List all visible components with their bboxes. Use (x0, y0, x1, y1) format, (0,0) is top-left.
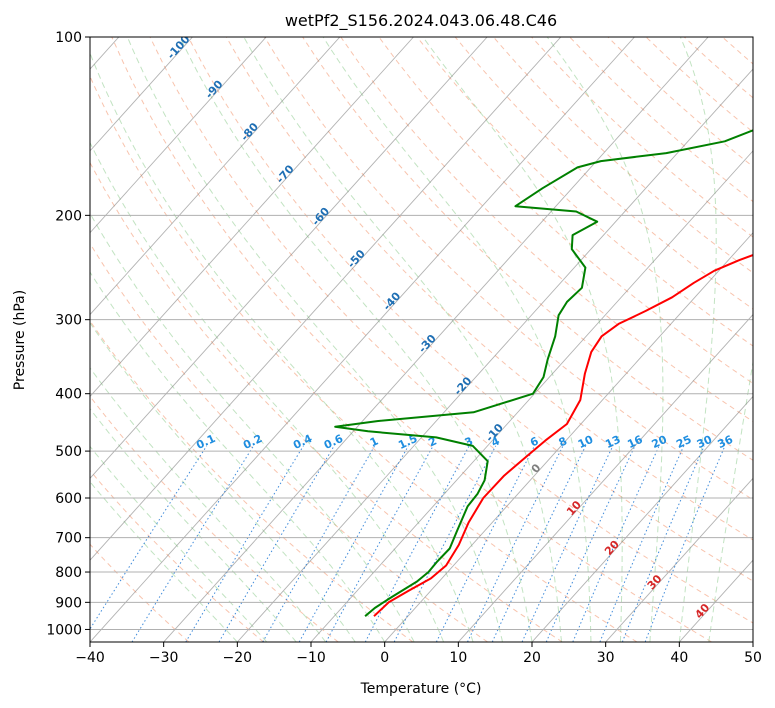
dry-adiabat (90, 161, 563, 642)
x-tick-label: 30 (597, 650, 615, 666)
y-tick-label: 100 (55, 30, 82, 46)
isotherm-line (90, 37, 562, 561)
y-tick-label: 200 (55, 208, 82, 224)
moist-adiabat (678, 37, 717, 642)
mixing-ratio-line (218, 445, 335, 642)
isotherm-line (605, 477, 753, 642)
isotherm-line (310, 150, 753, 642)
mixing-ratio-label: 25 (674, 433, 693, 451)
isotherm-line (90, 37, 488, 479)
mixing-ratio-line (491, 445, 587, 642)
y-tick-label: 300 (55, 313, 82, 329)
dry-adiabat (90, 242, 488, 642)
moist-adiabat (90, 407, 297, 642)
isotherm-line (531, 395, 753, 642)
y-tick-label: 800 (55, 565, 82, 581)
moist-adiabat (90, 271, 386, 642)
dry-adiabat (225, 37, 753, 541)
mixing-ratio-label: 16 (625, 433, 645, 451)
y-tick-label: 900 (55, 595, 82, 611)
dry-adiabat (90, 75, 638, 642)
x-tick-label: −10 (296, 650, 326, 666)
isotherm-line (457, 313, 753, 642)
y-tick-label: 400 (55, 387, 82, 403)
isotherm-line (236, 68, 753, 642)
moist-adiabat (546, 37, 664, 642)
moist-adiabat (126, 37, 503, 642)
mixing-ratio-line (599, 445, 685, 642)
moist-adiabat (179, 37, 533, 642)
x-tick-label: 50 (744, 650, 762, 666)
mixing-ratio-label: 36 (716, 433, 736, 451)
y-axis-label: Pressure (hPa) (12, 290, 28, 390)
moist-adiabat (90, 445, 268, 642)
mixing-ratio-label: 30 (695, 433, 715, 451)
isotherm-line (90, 37, 193, 152)
pressure-grid (90, 37, 753, 630)
sounding-profiles (334, 129, 753, 617)
dry-adiabat (187, 37, 753, 582)
x-tick-label: 20 (523, 650, 541, 666)
temperature-profile (373, 253, 753, 617)
x-tick-label: 10 (449, 650, 467, 666)
mixing-ratio-line (467, 445, 564, 642)
isotherm-line (163, 37, 709, 642)
mixing-ratio-line (131, 445, 254, 642)
dry-adiabat (302, 37, 753, 461)
x-tick-label: −20 (223, 650, 253, 666)
dry-adiabat (111, 37, 712, 642)
mixing-ratio-label: 13 (603, 433, 622, 451)
moist-adiabat (90, 51, 474, 642)
isotherm-line (90, 37, 267, 234)
x-axis: −40 −30 −20 −10 0 10 20 30 40 50 (75, 642, 762, 666)
moist-adiabat (422, 37, 623, 642)
y-tick-label: 1000 (46, 622, 82, 638)
mixing-ratio-label: 20 (650, 433, 670, 451)
mixing-ratio-line (185, 445, 304, 642)
y-tick-label: 700 (55, 531, 82, 547)
dry-adiabat (149, 37, 753, 624)
y-tick-label: 500 (55, 444, 82, 460)
dry-adiabat (264, 37, 753, 501)
moist-adiabat (90, 141, 445, 642)
dewpoint-profile (334, 129, 753, 617)
isotherm-line (90, 37, 414, 398)
moist-adiabat (90, 322, 356, 642)
mixing-ratio-label: 10 (576, 433, 596, 451)
mixing-ratio-line (298, 445, 409, 642)
moist-adiabat (708, 359, 753, 642)
moist-adiabat (243, 37, 562, 642)
mixing-ratio-line (90, 445, 208, 630)
mixing-ratio-line (435, 445, 535, 642)
y-tick-label: 600 (55, 491, 82, 507)
background-lines (90, 37, 753, 642)
mixing-ratio-line (325, 445, 434, 642)
x-tick-label: 40 (670, 650, 688, 666)
x-tick-label: 0 (380, 650, 389, 666)
isotherm-line (384, 232, 753, 642)
isotherm-line (90, 37, 635, 642)
x-axis-label: Temperature (°C) (360, 681, 482, 697)
chart-title: wetPf2_S156.2024.043.06.48.C46 (285, 11, 557, 31)
dry-adiabat (416, 37, 753, 347)
isotherm-line (90, 37, 341, 316)
mixing-ratio-line (393, 445, 497, 642)
y-axis: 100 200 300 400 500 600 700 800 900 1000 (46, 30, 90, 638)
dry-adiabat (90, 469, 264, 642)
plot-frame (89, 36, 754, 643)
x-tick-label: −40 (75, 650, 105, 666)
x-tick-label: −30 (149, 650, 179, 666)
moist-adiabat (90, 481, 238, 642)
mixing-ratio-line (572, 445, 660, 642)
moist-adiabat (322, 37, 592, 642)
moist-adiabat (90, 367, 327, 642)
